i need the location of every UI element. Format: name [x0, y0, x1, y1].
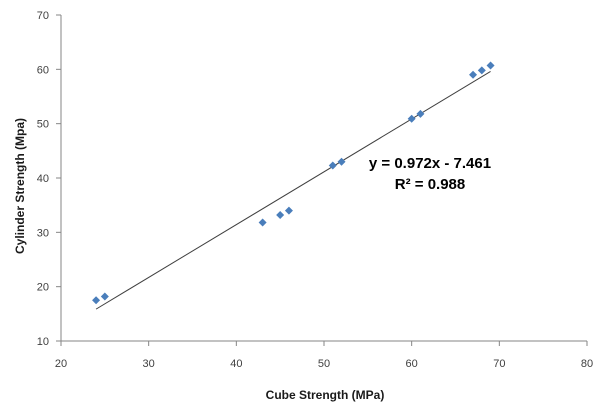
trendline-layer: [95, 71, 491, 310]
r-squared-label: R² = 0.988: [395, 176, 465, 193]
data-point: [92, 296, 101, 305]
data-point: [100, 292, 109, 301]
y-tick-label: 10: [37, 336, 49, 348]
x-tick-label: 80: [581, 358, 593, 370]
data-point: [276, 210, 285, 219]
data-point: [328, 161, 337, 170]
x-tick-label: 70: [493, 358, 505, 370]
data-point: [337, 157, 346, 166]
data-point: [407, 114, 416, 123]
data-point: [469, 70, 478, 79]
data-point: [416, 109, 425, 118]
points-layer: [92, 61, 495, 305]
data-point: [284, 206, 293, 215]
y-tick-label: 50: [37, 119, 49, 131]
data-point: [258, 218, 267, 227]
x-tick-label: 20: [55, 358, 67, 370]
y-tick-label: 60: [37, 64, 49, 76]
y-tick-label: 20: [37, 282, 49, 294]
x-axis-title: Cube Strength (MPa): [266, 388, 385, 402]
x-tick-label: 40: [230, 358, 242, 370]
x-tick-label: 60: [406, 358, 418, 370]
trendline: [95, 71, 491, 310]
y-tick-label: 30: [37, 227, 49, 239]
x-tick-label: 30: [143, 358, 155, 370]
y-axis-title: Cylinder Strength (Mpa): [13, 118, 27, 254]
y-tick-label: 70: [37, 10, 49, 22]
data-point: [486, 61, 495, 70]
data-point: [477, 66, 486, 75]
trendline-equation: y = 0.972x - 7.461: [369, 155, 491, 172]
x-tick-label: 50: [318, 358, 330, 370]
y-tick-label: 40: [37, 173, 49, 185]
tick-layer: 20 30 40 50 60 70 80 10 20 30 40 50 60 70: [37, 10, 593, 370]
